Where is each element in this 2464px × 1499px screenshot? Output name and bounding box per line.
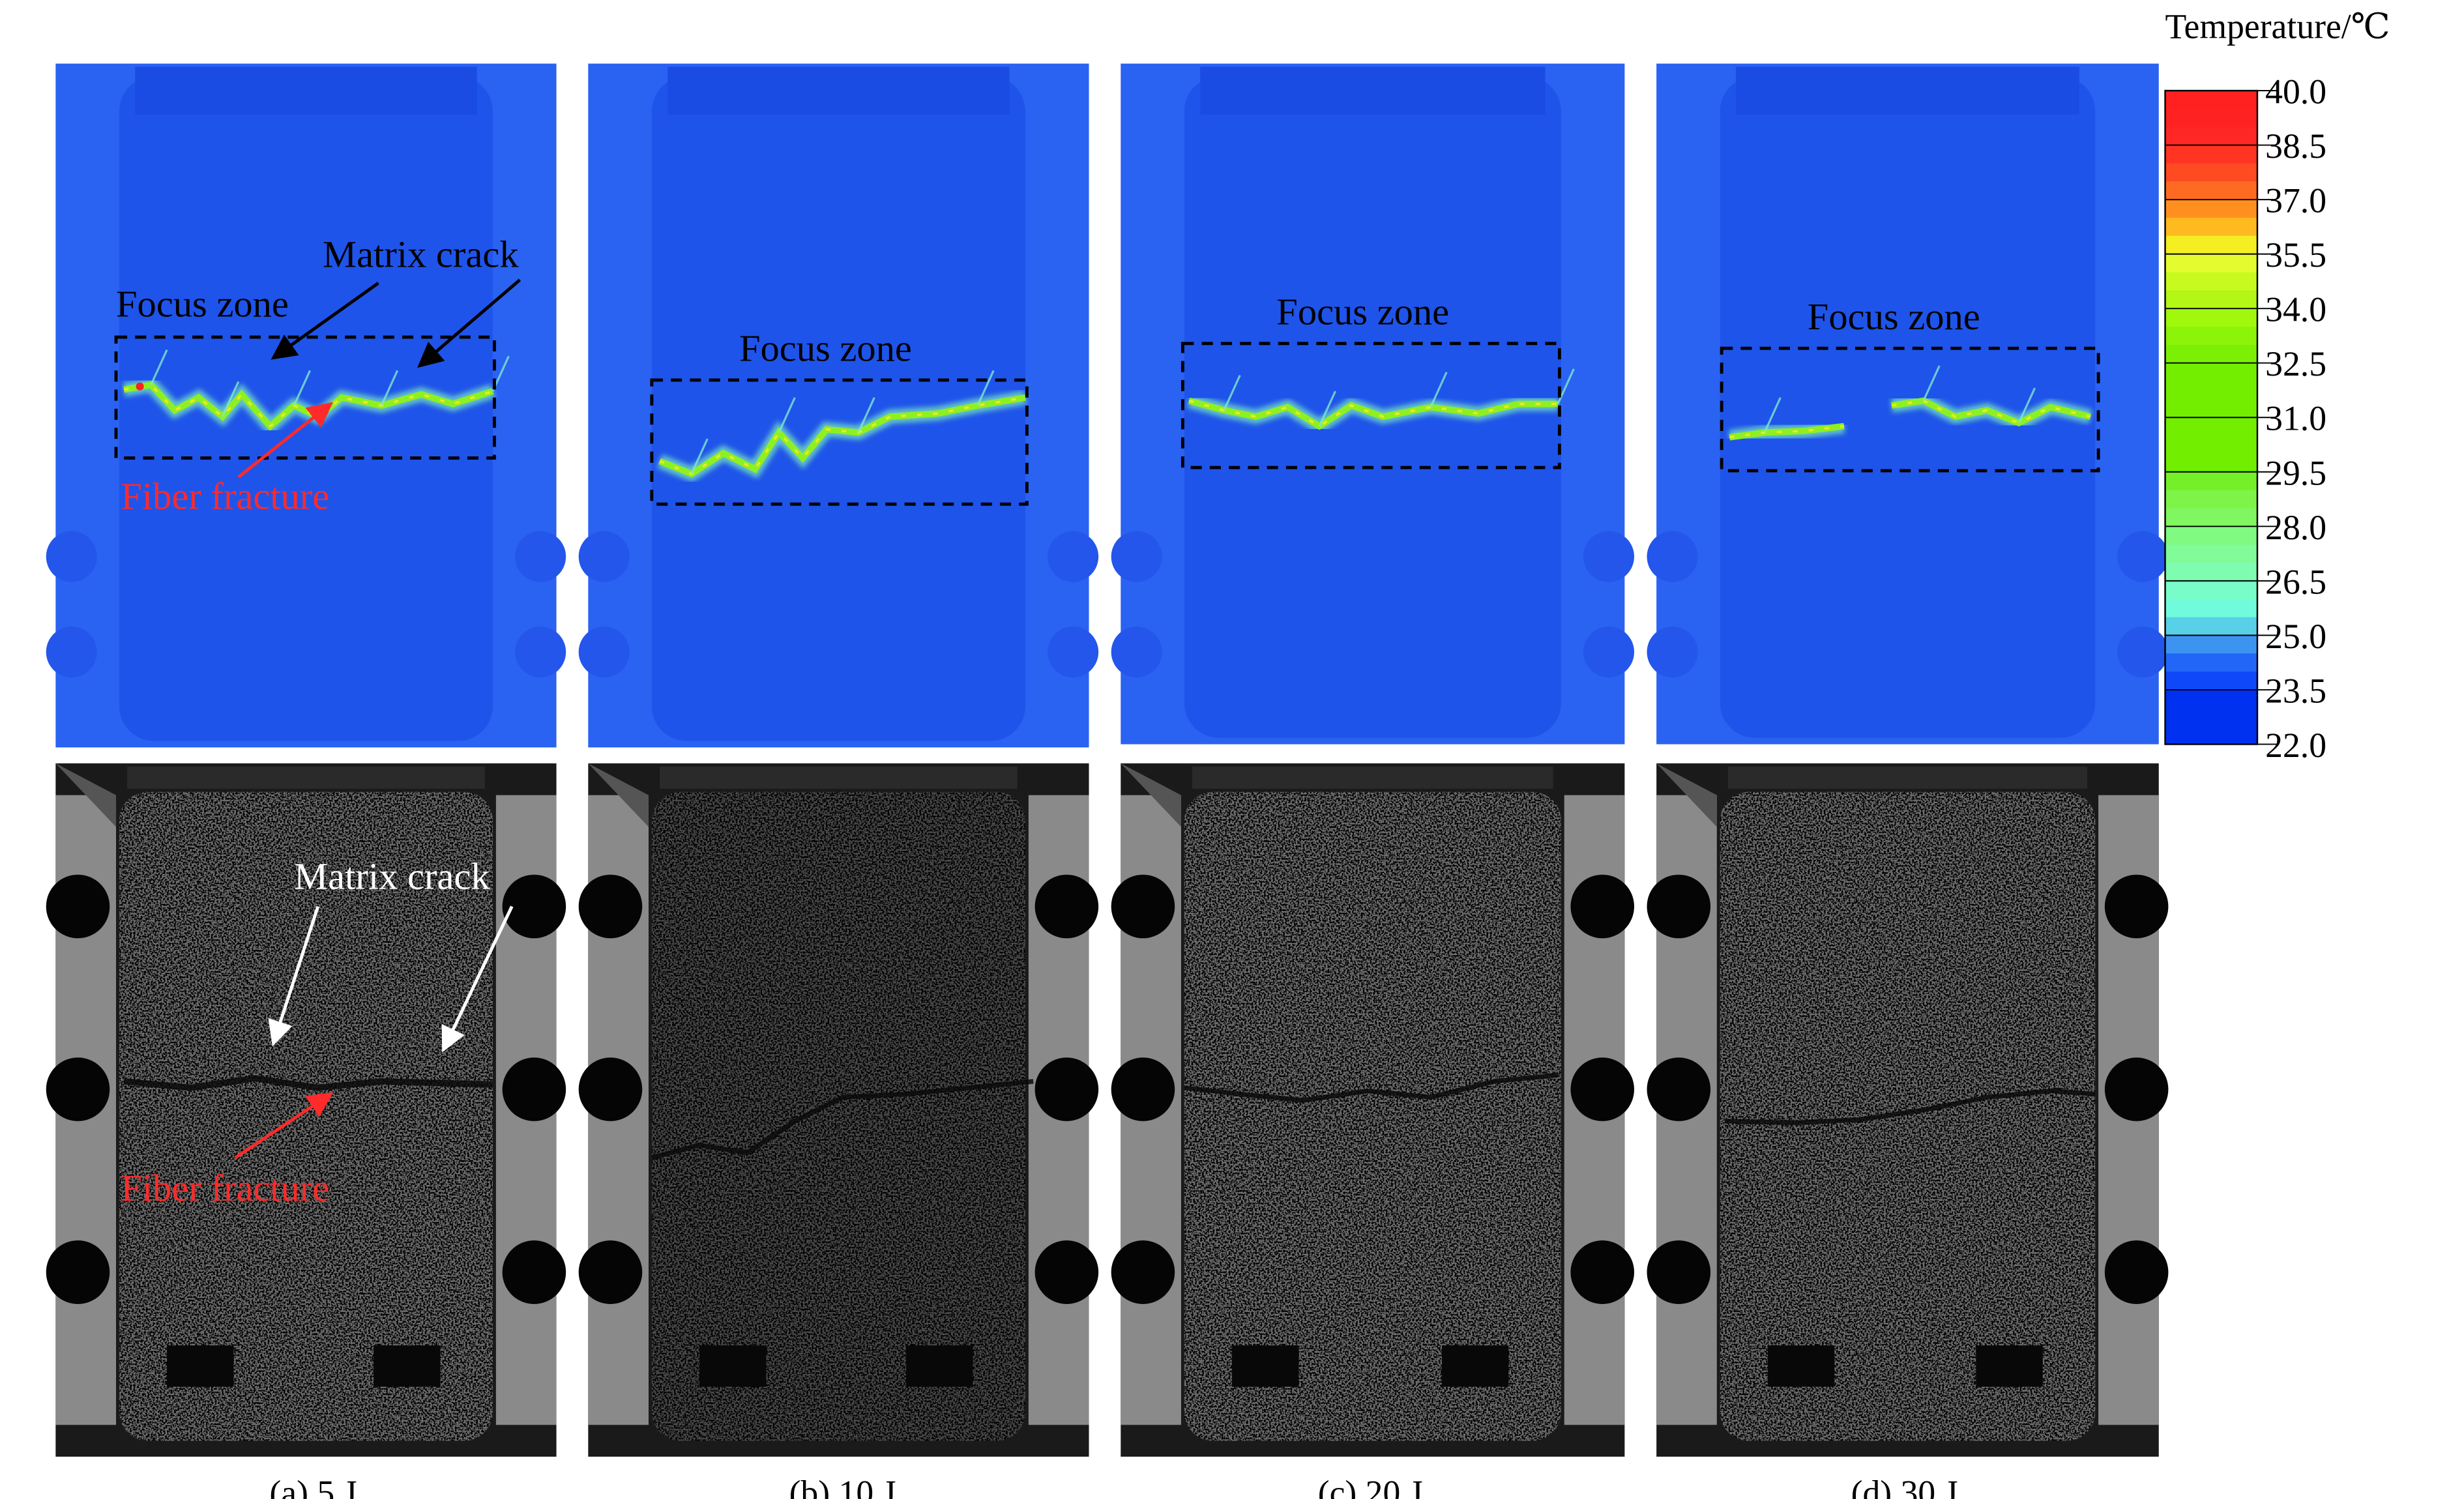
colorbar-band — [2165, 163, 2257, 183]
colorbar-tick-label: 25.0 — [2265, 617, 2326, 656]
colorbar-band — [2165, 399, 2257, 419]
photo-images-row — [46, 763, 2169, 1457]
colorbar-tick-label: 28.0 — [2265, 508, 2326, 547]
focus-zone-label: Focus zone — [739, 327, 912, 370]
focus-zone-box — [1181, 342, 1561, 469]
colorbar-band — [2165, 617, 2257, 636]
colorbar-band — [2165, 490, 2257, 509]
focus-zone-box — [1720, 346, 2100, 473]
colorbar-band — [2165, 417, 2257, 437]
focus-zone-label: Focus zone — [1276, 291, 1449, 333]
colorbar-band — [2165, 508, 2257, 527]
colorbar-band — [2165, 726, 2257, 745]
colorbar-band — [2165, 526, 2257, 546]
focus-zone-label: Focus zone — [116, 282, 289, 325]
crack-line — [1724, 1088, 2096, 1125]
colorbar-band — [2165, 217, 2257, 237]
colorbar-band — [2165, 126, 2257, 146]
caption-a: (a) 5 J — [269, 1473, 357, 1499]
thermal-crack-signals — [123, 349, 2092, 482]
thermal-images-row — [46, 63, 2169, 748]
caption-d: (d) 30 J — [1851, 1473, 1958, 1499]
colorbar-band — [2165, 344, 2257, 364]
colorbar-band — [2165, 471, 2257, 491]
arrow-icon — [234, 1092, 334, 1159]
colorbar-title: Temperature/℃ — [2165, 7, 2390, 46]
colorbar-tick-label: 34.0 — [2265, 290, 2326, 329]
colorbar-band — [2165, 436, 2257, 454]
colorbar-band — [2165, 308, 2257, 327]
colorbar-band — [2165, 200, 2257, 218]
crack-line — [123, 1075, 493, 1091]
annotations-thermal-a: Focus zone Matrix crack Fiber fracture — [114, 233, 521, 517]
colorbar-band — [2165, 363, 2257, 382]
colorbar-band — [2165, 653, 2257, 673]
colorbar-band — [2165, 672, 2257, 690]
annotations-thermal-b: Focus zone — [650, 327, 1029, 506]
matrix-crack-label: Matrix crack — [294, 855, 490, 897]
specimen-photo-d — [1647, 763, 2169, 1457]
colorbar-tick-label: 23.5 — [2265, 671, 2326, 710]
colorbar-tick-label: 26.5 — [2265, 562, 2326, 601]
focus-zone-label: Focus zone — [1808, 295, 1980, 338]
colorbar-band — [2165, 707, 2257, 727]
colorbar-band — [2165, 562, 2257, 582]
annotations-thermal-c: Focus zone — [1181, 291, 1561, 469]
colorbar-band — [2165, 580, 2257, 600]
arrow-icon — [271, 282, 379, 360]
arrow-icon — [417, 278, 521, 368]
focus-zone-box — [114, 335, 496, 460]
arrow-icon — [441, 906, 514, 1053]
colorbar-band — [2165, 108, 2257, 128]
caption-b: (b) 10 J — [789, 1473, 896, 1499]
colorbar-tick-label: 31.0 — [2265, 399, 2326, 438]
temperature-colorbar: Temperature/℃ 40.0 38.5 37.0 35.5 34.0 32.5 31… — [2164, 7, 2390, 765]
fiber-fracture-label: Fiber fracture — [121, 475, 329, 517]
colorbar-tick-label: 40.0 — [2265, 72, 2326, 111]
crack-line — [651, 1078, 1034, 1161]
colorbar-band — [2165, 599, 2257, 618]
colorbar-band — [2165, 327, 2257, 346]
colorbar-tick-label: 37.0 — [2265, 181, 2326, 220]
colorbar-tick-label: 32.5 — [2265, 344, 2326, 383]
colorbar-tick-label: 35.5 — [2265, 235, 2326, 275]
colorbar-tick-label: 38.5 — [2265, 126, 2326, 166]
fiber-fracture-label: Fiber fracture — [121, 1166, 329, 1209]
colorbar-band — [2165, 453, 2257, 473]
annotations-photo-a: Matrix crack Fiber fracture — [121, 855, 514, 1209]
colorbar-band — [2165, 635, 2257, 655]
caption-c: (c) 20 J — [1318, 1473, 1423, 1499]
focus-zone-box — [650, 378, 1029, 506]
colorbar-band — [2165, 181, 2257, 201]
colorbar-band — [2165, 544, 2257, 563]
crack-line — [1184, 1073, 1559, 1103]
arrow-icon — [268, 906, 320, 1046]
specimen-photo-b — [578, 763, 1099, 1457]
colorbar-band — [2165, 254, 2257, 273]
colorbar-band — [2165, 235, 2257, 255]
colorbar-band — [2165, 145, 2257, 164]
matrix-crack-label: Matrix crack — [323, 233, 519, 276]
colorbar-band — [2165, 689, 2257, 709]
colorbar-band — [2165, 290, 2257, 310]
arrow-icon — [237, 402, 334, 479]
thermal-image-c — [1111, 63, 1634, 745]
colorbar-tick-label: 29.5 — [2265, 453, 2326, 492]
colorbar-band — [2165, 272, 2257, 291]
colorbar-tick-label: 22.0 — [2265, 726, 2326, 765]
colorbar-band — [2165, 91, 2257, 110]
specimen-photo-c — [1111, 763, 1634, 1457]
annotations-thermal-d: Focus zone — [1720, 295, 2100, 473]
colorbar-band — [2165, 381, 2257, 400]
thermal-image-b — [578, 63, 1099, 748]
